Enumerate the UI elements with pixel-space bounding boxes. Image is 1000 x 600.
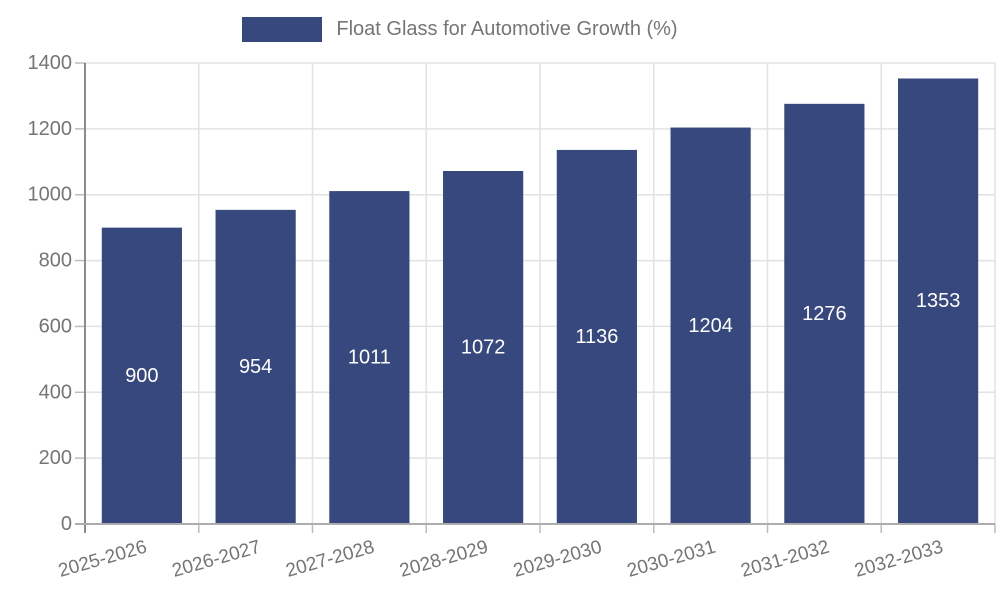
bar-value-label: 1072 <box>461 337 506 359</box>
x-tick-label: 2031-2032 <box>739 537 832 582</box>
bar-value-label: 1011 <box>348 347 391 369</box>
legend[interactable]: Float Glass for Automotive Growth (%) <box>0 17 960 42</box>
x-tick-label: 2032-2033 <box>852 537 945 582</box>
y-tick-label: 1000 <box>28 184 73 206</box>
x-tick-label: 2030-2031 <box>625 537 718 582</box>
y-tick-label: 1200 <box>28 118 73 140</box>
y-tick-label: 800 <box>39 250 72 272</box>
bar[interactable] <box>670 127 751 524</box>
y-tick-label: 200 <box>39 447 72 469</box>
legend-swatch-icon <box>242 17 323 42</box>
y-tick-label: 1400 <box>28 52 73 74</box>
x-tick-label: 2027-2028 <box>284 537 377 582</box>
bar-value-label: 1136 <box>575 326 618 348</box>
bar[interactable] <box>101 227 182 524</box>
y-tick-label: 400 <box>39 381 72 403</box>
y-tick-label: 0 <box>61 513 72 535</box>
x-tick-label: 2028-2029 <box>397 537 490 582</box>
bar-value-label: 900 <box>125 365 158 387</box>
x-tick-label: 2029-2030 <box>511 537 604 582</box>
x-tick-label: 2026-2027 <box>170 537 263 582</box>
bar[interactable] <box>215 209 296 524</box>
y-tick-label: 600 <box>39 315 72 337</box>
bar[interactable] <box>898 78 979 524</box>
bar[interactable] <box>556 149 637 524</box>
bar[interactable] <box>329 191 410 524</box>
bar-value-label: 1353 <box>916 290 961 312</box>
bar-value-label: 954 <box>239 356 272 378</box>
x-tick-label: 2025-2026 <box>56 537 149 582</box>
bar-value-label: 1204 <box>688 315 733 337</box>
bar-value-label: 1276 <box>802 303 847 325</box>
bar[interactable] <box>443 171 524 524</box>
legend-label: Float Glass for Automotive Growth (%) <box>336 18 678 40</box>
bar[interactable] <box>784 103 865 525</box>
